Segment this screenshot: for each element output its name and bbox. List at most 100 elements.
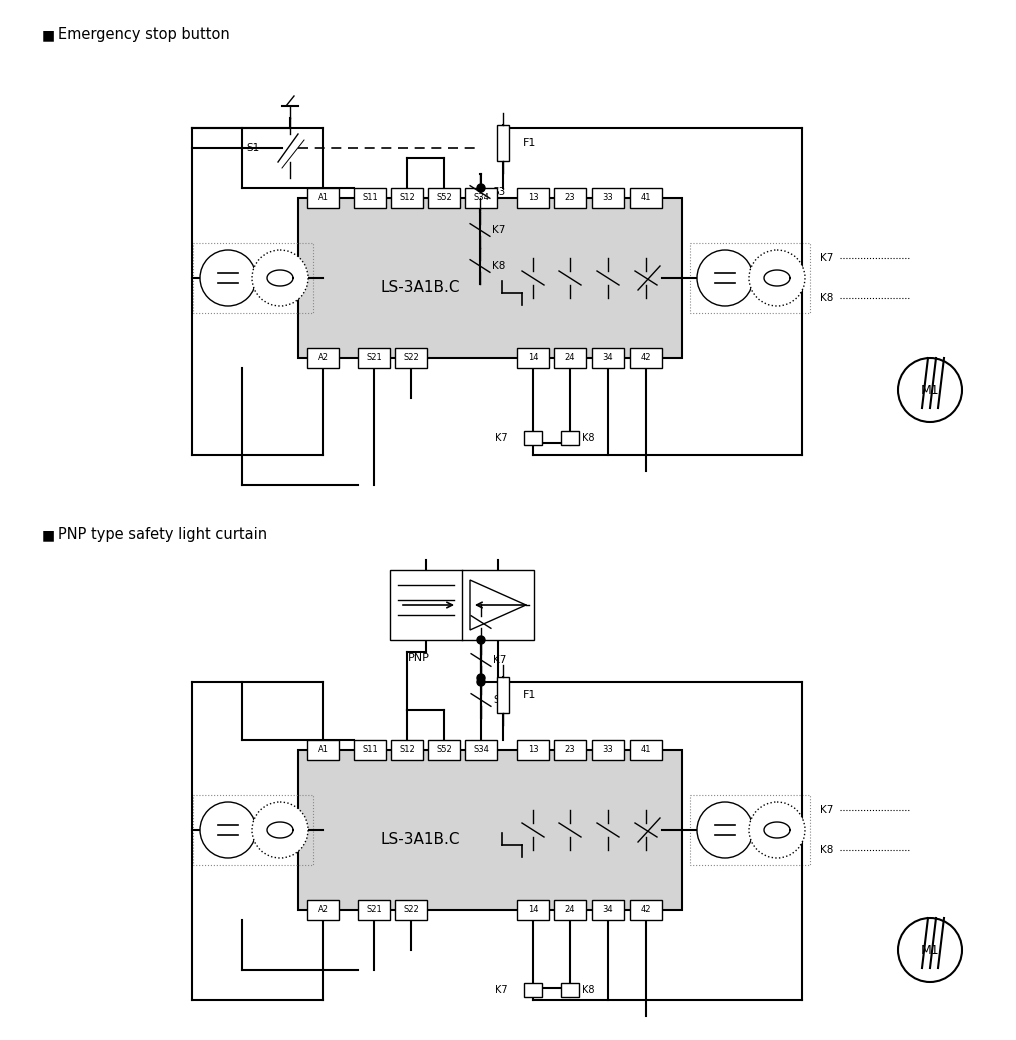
Text: F1: F1 [523,690,536,700]
Circle shape [697,250,753,306]
Bar [428,188,460,208]
Bar [554,900,586,920]
Bar [307,740,339,760]
Text: 34: 34 [602,354,614,363]
Text: A2: A2 [317,906,328,914]
Bar [630,900,662,920]
Text: LS-3A1B.C: LS-3A1B.C [380,832,460,848]
Text: S22: S22 [403,354,419,363]
Bar [690,795,810,865]
Text: 13: 13 [527,193,538,203]
Text: S3: S3 [492,187,505,197]
Text: S34: S34 [473,193,489,203]
Text: K8: K8 [493,617,506,627]
Bar [497,125,509,161]
Text: 42: 42 [641,906,651,914]
Bar [554,188,586,208]
Text: 14: 14 [527,906,538,914]
Bar [307,348,339,368]
Bar [517,740,549,760]
Text: ■: ■ [42,28,55,42]
Text: 33: 33 [602,193,614,203]
Circle shape [749,250,805,306]
Bar [298,750,682,910]
Bar [497,677,509,713]
Text: A1: A1 [317,746,328,754]
Bar [690,243,810,313]
Text: PNP type safety light curtain: PNP type safety light curtain [58,527,267,543]
Text: S11: S11 [362,193,378,203]
Text: 14: 14 [527,354,538,363]
Bar [307,188,339,208]
Circle shape [200,802,256,858]
Text: K7: K7 [496,433,508,443]
Bar [395,900,427,920]
Circle shape [200,250,256,306]
Text: K7: K7 [493,655,506,665]
Bar [465,740,497,760]
Circle shape [477,678,485,686]
Circle shape [898,358,962,422]
Bar [524,431,542,445]
Text: K7: K7 [492,225,505,235]
Text: 23: 23 [565,746,575,754]
Text: S3: S3 [493,695,506,705]
Text: 24: 24 [565,354,575,363]
Circle shape [477,674,485,682]
Text: M1: M1 [920,943,940,957]
Text: M1: M1 [920,384,940,396]
Text: K8: K8 [492,261,505,271]
Bar [193,243,313,313]
Bar [354,188,386,208]
Text: S1: S1 [247,142,260,153]
Bar [193,795,313,865]
Bar [517,348,549,368]
Text: Emergency stop button: Emergency stop button [58,27,230,43]
Bar [395,348,427,368]
Bar [554,740,586,760]
Text: S11: S11 [362,746,378,754]
Bar [592,348,624,368]
Circle shape [252,250,308,306]
Circle shape [898,918,962,982]
Bar [524,983,542,997]
Text: K7: K7 [496,985,508,995]
Text: S21: S21 [366,354,382,363]
Text: A2: A2 [317,354,328,363]
Circle shape [477,636,485,644]
Text: F1: F1 [523,138,536,148]
Text: A1: A1 [317,193,328,203]
Text: PNP: PNP [408,653,430,664]
Text: S34: S34 [473,746,489,754]
Bar [517,188,549,208]
Text: S21: S21 [366,906,382,914]
Bar [391,740,423,760]
Text: S22: S22 [403,906,419,914]
Bar [630,740,662,760]
Text: 34: 34 [602,906,614,914]
Text: ■: ■ [42,528,55,542]
Bar [561,431,579,445]
Bar [428,740,460,760]
Text: S12: S12 [399,746,415,754]
Circle shape [477,184,485,192]
Circle shape [697,802,753,858]
Bar [554,348,586,368]
Text: K7: K7 [820,253,833,263]
Circle shape [252,802,308,858]
Bar [561,983,579,997]
Bar [354,740,386,760]
Circle shape [749,802,805,858]
Text: 42: 42 [641,354,651,363]
Text: K8: K8 [820,844,833,855]
Text: K7: K7 [820,805,833,815]
Bar [592,740,624,760]
Bar [358,900,390,920]
Bar [298,198,682,358]
Bar [358,348,390,368]
Text: K8: K8 [820,293,833,303]
Bar [465,188,497,208]
Text: LS-3A1B.C: LS-3A1B.C [380,281,460,295]
Text: 41: 41 [641,193,651,203]
Bar [592,900,624,920]
